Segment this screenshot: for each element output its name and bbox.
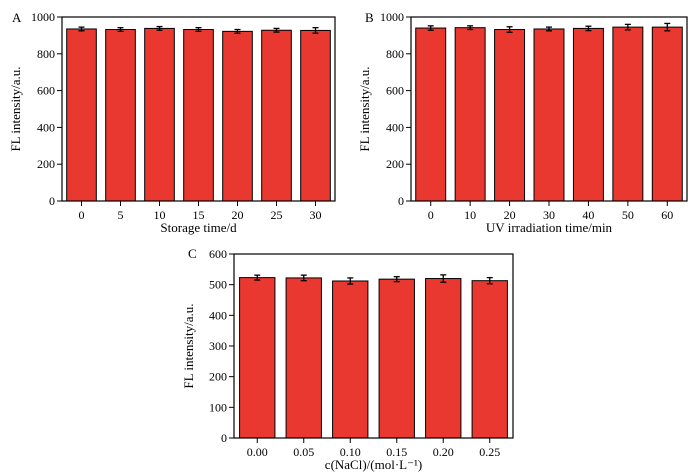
bar xyxy=(239,277,276,439)
plot-frame xyxy=(410,16,688,202)
bar xyxy=(332,280,369,439)
y-tick-label: 200 xyxy=(209,370,227,384)
error-bar xyxy=(234,28,241,34)
bar xyxy=(471,280,508,439)
x-tick-label: 30 xyxy=(543,208,555,222)
x-axis-label: Storage time/d xyxy=(160,220,237,235)
x-tick-label: 20 xyxy=(232,208,244,222)
plot-frame xyxy=(61,16,336,202)
x-tick-label: 0.20 xyxy=(433,445,454,459)
y-tick-label: 200 xyxy=(37,157,55,171)
error-bar xyxy=(393,276,400,283)
y-tick-label: 400 xyxy=(209,308,227,322)
y-tick-label: 300 xyxy=(209,339,227,353)
bar xyxy=(105,29,136,202)
y-tick-label: 0 xyxy=(221,431,227,445)
y-tick-label: 600 xyxy=(386,84,404,98)
x-tick-label: 30 xyxy=(310,208,322,222)
x-tick-label: 10 xyxy=(464,208,476,222)
y-tick-label: 100 xyxy=(209,400,227,414)
bar xyxy=(285,277,322,439)
error-bar xyxy=(312,27,319,34)
x-axis-label: c(NaCl)/(mol·L⁻¹) xyxy=(325,457,422,472)
panel-b: 0 200 400 600 800 1000 0 10 20 30 40 50 60 UV irradia… xyxy=(357,10,688,235)
y-tick-label: 600 xyxy=(209,247,227,261)
bar xyxy=(378,278,415,439)
bar xyxy=(651,26,683,202)
error-bar xyxy=(427,25,434,31)
x-tick-label: 0 xyxy=(428,208,434,222)
y-tick-label: 1000 xyxy=(380,10,404,24)
bar xyxy=(454,27,486,202)
y-axis-label: FL intensity/a.u. xyxy=(8,66,23,151)
x-tick-label: 0.05 xyxy=(293,445,314,459)
plot-frame xyxy=(233,253,514,439)
y-tick-label: 400 xyxy=(386,120,404,134)
x-tick-label: 15 xyxy=(193,208,205,222)
y-tick-label: 0 xyxy=(49,194,55,208)
y-tick-label: 800 xyxy=(37,47,55,61)
error-bar xyxy=(440,274,447,283)
x-axis-label: UV irradiation time/min xyxy=(486,220,613,235)
panel-a: 0 200 400 600 800 1000 0 5 10 15 20 25 30 Storage tim… xyxy=(8,10,336,235)
panel-letter: C xyxy=(188,246,197,261)
x-tick-label: 40 xyxy=(582,208,594,222)
x-tick-label: 25 xyxy=(271,208,283,222)
error-bar xyxy=(156,25,163,31)
bar xyxy=(261,29,292,202)
y-tick-label: 400 xyxy=(37,120,55,134)
error-bar xyxy=(506,26,513,33)
error-bar xyxy=(486,276,493,285)
error-bar xyxy=(273,27,280,33)
x-tick-label: 0.25 xyxy=(479,445,500,459)
error-bar xyxy=(78,26,85,32)
panel-letter: A xyxy=(12,10,22,25)
y-axis-label: FL intensity/a.u. xyxy=(181,303,196,388)
y-tick-label: 0 xyxy=(398,194,404,208)
x-tick-label: 60 xyxy=(661,208,673,222)
error-bar xyxy=(624,23,631,31)
bar xyxy=(612,26,644,202)
bar xyxy=(533,28,565,202)
bar xyxy=(183,29,214,202)
x-tick-label: 50 xyxy=(622,208,634,222)
y-axis-label: FL intensity/a.u. xyxy=(357,66,372,151)
error-bar xyxy=(347,277,354,285)
bar xyxy=(494,29,526,202)
y-tick-label: 200 xyxy=(386,157,404,171)
bar xyxy=(144,27,175,202)
error-bar xyxy=(546,26,552,32)
x-tick-label: 0.00 xyxy=(247,445,268,459)
bar xyxy=(66,28,97,202)
x-tick-label: 0.10 xyxy=(340,445,361,459)
bar xyxy=(572,27,604,202)
x-tick-label: 20 xyxy=(504,208,516,222)
panel-c: 0 100 200 300 400 500 600 0.00 0.05 0.10 0.15 0.20 0… xyxy=(181,246,514,472)
panel-letter: B xyxy=(365,10,374,25)
bar xyxy=(425,278,462,439)
error-bar xyxy=(117,27,124,33)
error-bar xyxy=(585,25,592,32)
error-bar xyxy=(195,27,202,33)
error-bar xyxy=(467,25,474,31)
y-tick-label: 500 xyxy=(209,278,227,292)
x-tick-label: 10 xyxy=(154,208,166,222)
y-tick-label: 1000 xyxy=(31,10,55,24)
x-tick-label: 5 xyxy=(118,208,124,222)
error-bar xyxy=(664,22,671,32)
x-tick-label: 0 xyxy=(79,208,85,222)
bar xyxy=(300,29,331,202)
bar xyxy=(222,30,253,202)
x-tick-label: 0.15 xyxy=(386,445,407,459)
y-tick-label: 600 xyxy=(37,84,55,98)
y-tick-label: 800 xyxy=(386,47,404,61)
error-bar xyxy=(254,274,261,281)
bar xyxy=(415,27,447,202)
error-bar xyxy=(300,274,307,282)
